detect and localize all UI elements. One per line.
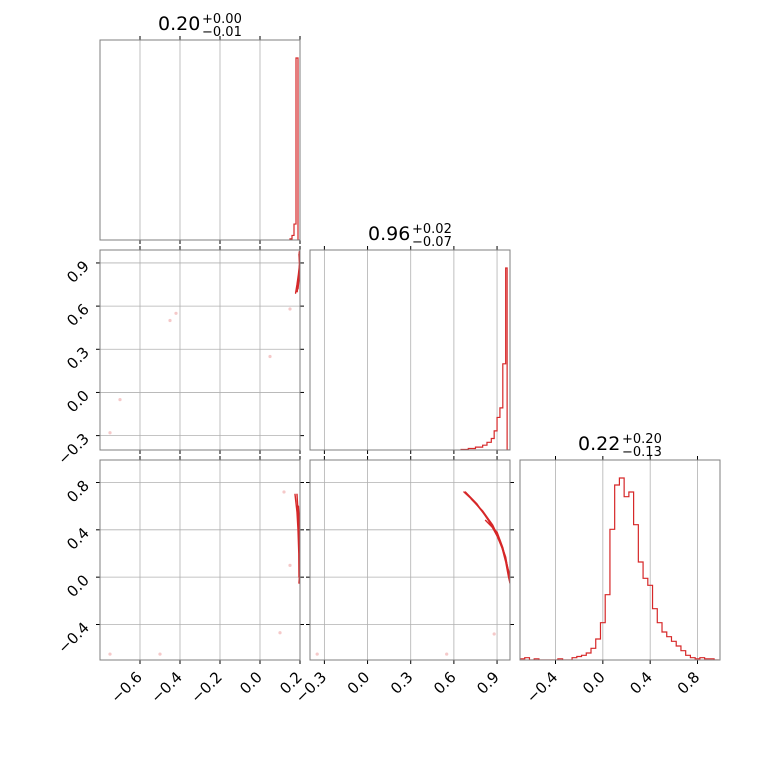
sample-point [282, 490, 286, 494]
sample-point [158, 652, 162, 656]
histogram-2 [520, 477, 719, 660]
panel-hist-2: −0.4 0.0 0.4 0.8 0.22 +0.20−0.13 [519, 432, 721, 707]
x-tick-label: −0.4 [523, 668, 561, 706]
sample-point [288, 563, 292, 567]
contour-core [463, 491, 510, 584]
x-tick-label: 0.8 [674, 668, 704, 698]
contour-core [296, 252, 300, 293]
sample-point [492, 632, 496, 636]
title-plus-2: +0.20 [622, 432, 662, 447]
x-tick-label: 0.3 [387, 668, 417, 698]
y-tick-label: 0.0 [63, 387, 93, 417]
panel-title-0: 0.20 [158, 13, 200, 35]
contour-line [470, 498, 510, 575]
sample-point [445, 652, 449, 656]
x-tick-label: 0.4 [626, 668, 656, 698]
contour-core [296, 493, 300, 584]
panel-frame [99, 459, 301, 661]
y-tick-label: 0.4 [63, 524, 93, 554]
y-tick-label: 0.8 [63, 477, 93, 507]
x-tick-label: −0.2 [187, 668, 225, 706]
density-cloud [463, 491, 510, 584]
sample-point [315, 652, 319, 656]
panel-2d-1-2: −0.3 0.0 0.3 0.6 0.9 [292, 456, 514, 707]
sample-point [506, 569, 510, 573]
panel-frame [309, 249, 511, 451]
sample-point [168, 318, 172, 323]
title-minus-1: −0.07 [412, 235, 452, 250]
panel-frame [519, 459, 721, 661]
x-tick-label: 0.0 [236, 668, 266, 698]
y-tick-label: 0.3 [63, 343, 93, 373]
panel-hist-1: 0.96 +0.02−0.07 [309, 222, 511, 454]
sample-point [288, 307, 292, 311]
title-plus-0: +0.00 [202, 12, 242, 27]
title-minus-0: −0.01 [202, 25, 242, 40]
sample-point [118, 398, 122, 402]
panel-frame [309, 459, 511, 661]
contour-line [464, 491, 510, 584]
panel-2d-0-1: −0.3 0.0 0.3 0.6 0.9 [54, 246, 304, 468]
x-tick-label: −0.4 [147, 668, 185, 706]
sample-point [278, 631, 282, 635]
title-median: 0.96 [368, 223, 410, 245]
panel-frame [99, 39, 301, 241]
title-plus-1: +0.02 [412, 222, 452, 237]
title-minus-2: −0.13 [622, 445, 662, 460]
y-tick-label: 0.0 [63, 571, 93, 601]
sample-point [268, 354, 272, 359]
y-tick-label: 0.6 [63, 300, 93, 330]
x-tick-label: −0.6 [107, 668, 145, 706]
y-tick-label: 0.9 [63, 257, 93, 287]
y-tick-label: −0.4 [54, 619, 92, 657]
sample-point [174, 311, 178, 315]
histogram-1 [460, 267, 510, 450]
x-tick-label: 0.9 [473, 668, 503, 698]
title-median: 0.20 [158, 13, 200, 35]
sample-point [108, 652, 112, 656]
x-tick-label: 0.0 [344, 668, 374, 698]
x-tick-label: 0.6 [430, 668, 460, 698]
x-tick-label: 0.0 [579, 668, 609, 698]
sample-point [108, 431, 112, 435]
panel-title-2: 0.22 [578, 433, 620, 455]
y-tick-label: −0.3 [54, 430, 92, 468]
title-median: 0.22 [578, 433, 620, 455]
histogram-0 [289, 57, 300, 240]
panel-2d-0-2: −0.6 −0.4 −0.2 0.0 0.2−0.40.00.40.8 [54, 456, 306, 707]
panel-title-1: 0.96 [368, 223, 410, 245]
panel-hist-0: 0.20 +0.00−0.01 [99, 12, 301, 244]
panel-frame [99, 249, 301, 451]
